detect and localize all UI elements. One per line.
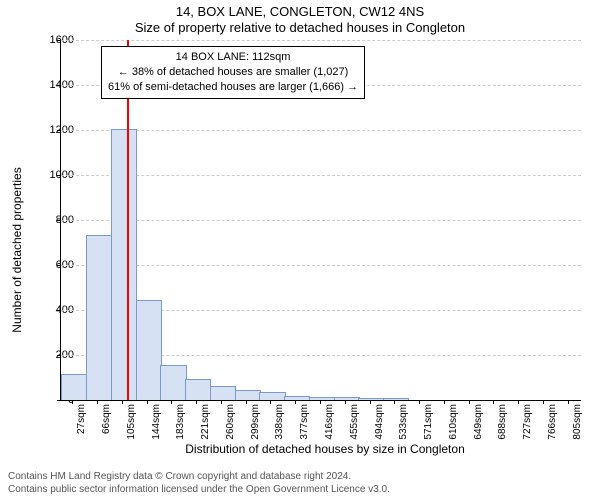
xtick-mark	[345, 400, 346, 404]
ytick-mark	[57, 175, 61, 176]
info-line-2: ← 38% of detached houses are smaller (1,…	[108, 65, 358, 80]
bar	[111, 129, 137, 400]
bar	[334, 397, 360, 400]
info-box: 14 BOX LANE: 112sqm ← 38% of detached ho…	[101, 46, 365, 99]
xtick-label: 727sqm	[522, 404, 533, 440]
xtick-label: 27sqm	[76, 404, 87, 434]
xtick-label: 338sqm	[274, 404, 285, 440]
footer: Contains HM Land Registry data © Crown c…	[8, 471, 592, 496]
xtick-mark	[221, 400, 222, 404]
xtick-mark	[419, 400, 420, 404]
xtick-label: 610sqm	[448, 404, 459, 440]
xtick-mark	[493, 400, 494, 404]
xtick-mark	[444, 400, 445, 404]
xtick-label: 416sqm	[324, 404, 335, 440]
bar	[86, 235, 112, 400]
bar	[61, 374, 87, 400]
ytick-mark	[57, 85, 61, 86]
xtick-label: 533sqm	[398, 404, 409, 440]
ytick-mark	[57, 355, 61, 356]
xtick-label: 649sqm	[473, 404, 484, 440]
xtick-mark	[543, 400, 544, 404]
xtick-mark	[72, 400, 73, 404]
xtick-label: 221sqm	[200, 404, 211, 440]
ytick-mark	[57, 220, 61, 221]
bar	[309, 397, 335, 400]
info-line-1: 14 BOX LANE: 112sqm	[108, 50, 358, 65]
bar	[383, 398, 409, 400]
ytick-mark	[57, 310, 61, 311]
xtick-mark	[320, 400, 321, 404]
xtick-label: 571sqm	[423, 404, 434, 440]
xtick-label: 183sqm	[175, 404, 186, 440]
ytick-mark	[57, 130, 61, 131]
xtick-label: 766sqm	[547, 404, 558, 440]
xtick-label: 144sqm	[151, 404, 162, 440]
xtick-mark	[171, 400, 172, 404]
ytick-mark	[57, 40, 61, 41]
footer-line-1: Contains HM Land Registry data © Crown c…	[8, 471, 592, 484]
xtick-label: 105sqm	[126, 404, 137, 440]
info-line-3: 61% of semi-detached houses are larger (…	[108, 80, 358, 95]
xtick-mark	[270, 400, 271, 404]
xtick-label: 299sqm	[250, 404, 261, 440]
xtick-mark	[518, 400, 519, 404]
bar	[358, 398, 384, 400]
bar	[235, 390, 261, 400]
xtick-mark	[196, 400, 197, 404]
x-axis-label: Distribution of detached houses by size …	[60, 442, 590, 456]
xtick-mark	[246, 400, 247, 404]
xtick-label: 455sqm	[349, 404, 360, 440]
bar	[259, 392, 285, 400]
chart-container: 14, BOX LANE, CONGLETON, CW12 4NS Size o…	[0, 0, 600, 500]
xtick-label: 688sqm	[497, 404, 508, 440]
plot-area: 14 BOX LANE: 112sqm ← 38% of detached ho…	[60, 40, 581, 401]
xtick-label: 377sqm	[299, 404, 310, 440]
xtick-mark	[394, 400, 395, 404]
y-axis-label: Number of detached properties	[10, 150, 30, 350]
xtick-mark	[295, 400, 296, 404]
title-sub: Size of property relative to detached ho…	[0, 20, 600, 35]
bar	[284, 396, 310, 400]
bar	[210, 386, 236, 401]
xtick-label: 494sqm	[374, 404, 385, 440]
xtick-label: 260sqm	[225, 404, 236, 440]
xtick-mark	[122, 400, 123, 404]
xtick-mark	[469, 400, 470, 404]
xtick-mark	[97, 400, 98, 404]
xtick-mark	[370, 400, 371, 404]
bar	[185, 379, 211, 400]
title-main: 14, BOX LANE, CONGLETON, CW12 4NS	[0, 4, 600, 19]
xtick-mark	[568, 400, 569, 404]
footer-line-2: Contains public sector information licen…	[8, 484, 592, 497]
xtick-label: 66sqm	[101, 404, 112, 434]
bar	[136, 300, 162, 400]
ytick-mark	[57, 400, 61, 401]
bar	[160, 365, 186, 400]
ytick-mark	[57, 265, 61, 266]
xtick-mark	[147, 400, 148, 404]
xtick-label: 805sqm	[572, 404, 583, 440]
